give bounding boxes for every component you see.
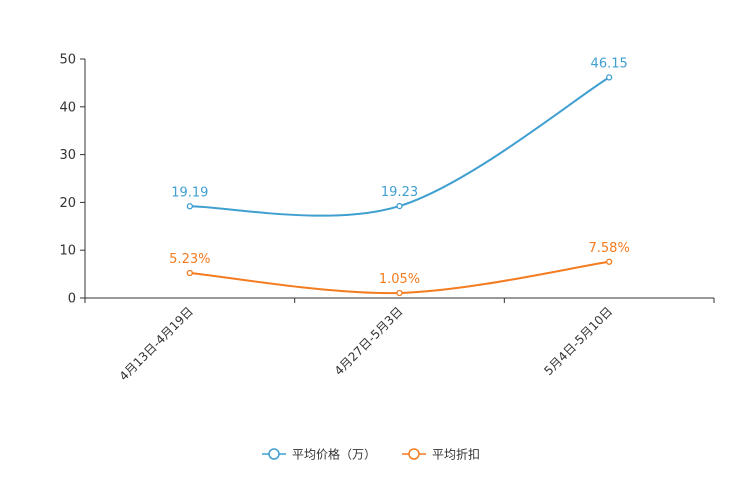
- data-label: 46.15: [591, 56, 628, 71]
- y-tick-label: 10: [59, 244, 76, 259]
- legend-label: 平均价格（万）: [292, 447, 376, 462]
- data-point: [606, 74, 613, 81]
- legend-item-2[interactable]: 平均折扣: [402, 447, 480, 462]
- y-tick-label: 50: [59, 53, 76, 68]
- legend-marker-icon: [268, 448, 280, 460]
- legend-label: 平均折扣: [432, 447, 480, 462]
- series-2: 5.23% 1.05% 7.58%: [169, 241, 630, 297]
- legend-marker-icon: [408, 448, 420, 460]
- data-label: 5.23%: [169, 252, 210, 267]
- legend-item-1[interactable]: 平均价格（万）: [262, 447, 376, 462]
- data-label: 19.19: [171, 185, 208, 200]
- axes: 0 10 20 30 40 50 4月13日-4月19日 4月27日-5月3日 5月4日-5月1…: [59, 53, 715, 384]
- data-point: [396, 289, 403, 297]
- series-layer: 19.19 19.23 46.15 5.23% 1.05% 7.58%: [169, 56, 630, 297]
- series-1: 19.19 19.23 46.15: [171, 56, 628, 217]
- y-tick-label: 30: [59, 148, 76, 163]
- data-point: [606, 258, 613, 265]
- x-category-label: 4月13日-4月19日: [117, 304, 196, 383]
- y-tick-label: 40: [59, 100, 76, 115]
- data-point: [186, 269, 193, 277]
- x-category-label: 5月4日-5月10日: [541, 304, 615, 378]
- data-label: 1.05%: [379, 272, 420, 287]
- data-point: [396, 202, 403, 210]
- x-category-label: 4月27日-5月3日: [332, 304, 406, 378]
- data-label: 19.23: [381, 185, 418, 200]
- data-point: [186, 203, 193, 210]
- legend[interactable]: 平均价格（万） 平均折扣: [262, 447, 480, 462]
- data-label: 7.58%: [589, 241, 630, 256]
- y-tick-label: 0: [68, 292, 76, 307]
- y-tick-label: 20: [59, 196, 76, 211]
